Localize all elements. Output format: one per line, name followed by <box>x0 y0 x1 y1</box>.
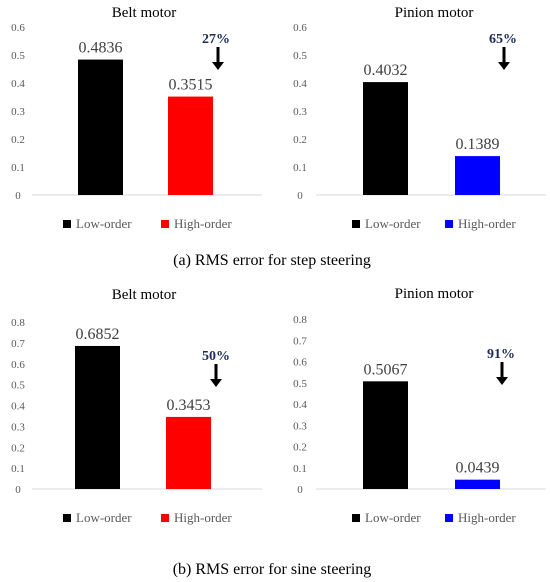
legend-label: Low-order <box>365 216 421 231</box>
legend-label: Low-order <box>76 510 132 525</box>
y-tick-label: 0.5 <box>11 50 25 62</box>
y-tick-label: 0 <box>15 190 21 202</box>
bar-low-order <box>363 381 408 489</box>
y-tick-label: 0.2 <box>11 442 25 454</box>
bar-value-label: 0.0439 <box>456 460 500 477</box>
y-tick-label: 0.4 <box>11 401 25 413</box>
y-tick-label: 0.3 <box>293 106 307 118</box>
y-tick-label: 0.3 <box>11 106 25 118</box>
y-tick-label: 0.6 <box>293 357 307 369</box>
bar-value-label: 0.1389 <box>456 136 500 153</box>
y-tick-label: 0.2 <box>11 134 25 146</box>
reduction-arrow-head <box>498 62 510 70</box>
y-tick-label: 0.2 <box>293 442 307 454</box>
bar-value-label: 0.5067 <box>364 361 408 378</box>
y-tick-label: 0 <box>297 190 303 202</box>
y-tick-label: 0.7 <box>11 338 25 350</box>
bar-value-label: 0.3453 <box>167 397 211 414</box>
reduction-arrow-head <box>496 377 508 385</box>
bar-high-order <box>168 96 213 195</box>
legend-label: High-order <box>458 510 516 525</box>
y-tick-label: 0.1 <box>11 463 25 475</box>
bar-high-order <box>455 156 500 195</box>
bar-high-order <box>455 479 500 489</box>
reduction-label: 50% <box>202 349 230 364</box>
legend-label: Low-order <box>365 510 421 525</box>
y-tick-label: 0.8 <box>293 314 307 326</box>
legend-label: High-order <box>174 510 232 525</box>
legend-swatch <box>63 514 71 522</box>
chart-title: Pinion motor <box>395 286 474 302</box>
bar-value-label: 0.6852 <box>76 326 120 343</box>
y-tick-label: 0 <box>297 484 303 496</box>
y-tick-label: 0.5 <box>293 50 307 62</box>
legend-label: High-order <box>174 216 232 231</box>
bar-low-order <box>363 82 408 195</box>
y-tick-label: 0.5 <box>293 378 307 390</box>
y-tick-label: 0.1 <box>11 162 25 174</box>
bar-value-label: 0.4032 <box>364 62 408 79</box>
bar-low-order <box>78 59 123 196</box>
y-tick-label: 0.6 <box>11 359 25 371</box>
caption-a: (a) RMS error for step steering <box>173 252 371 269</box>
y-tick-label: 0.4 <box>293 399 307 411</box>
legend-swatch <box>445 220 453 228</box>
reduction-arrow-head <box>212 62 224 70</box>
y-tick-label: 0.1 <box>293 463 307 475</box>
y-tick-label: 0.5 <box>11 380 25 392</box>
legend-swatch <box>63 220 71 228</box>
y-tick-label: 0.4 <box>293 78 307 90</box>
y-tick-label: 0.4 <box>11 78 25 90</box>
legend-label: High-order <box>458 216 516 231</box>
y-tick-label: 0.3 <box>11 421 25 433</box>
y-tick-label: 0.1 <box>293 162 307 174</box>
reduction-label: 65% <box>489 32 517 47</box>
reduction-arrow-head <box>210 379 222 387</box>
y-tick-label: 0.6 <box>293 22 307 34</box>
chart-title: Belt motor <box>112 287 177 303</box>
y-tick-label: 0.7 <box>293 335 307 347</box>
bar-low-order <box>75 345 120 489</box>
y-tick-label: 0.6 <box>11 22 25 34</box>
chart-title: Pinion motor <box>395 5 474 21</box>
chart-title: Belt motor <box>112 5 177 21</box>
reduction-label: 27% <box>202 32 230 47</box>
legend-label: Low-order <box>76 216 132 231</box>
bar-high-order <box>166 416 211 489</box>
y-tick-label: 0.8 <box>11 317 25 329</box>
y-tick-label: 0.3 <box>293 420 307 432</box>
caption-b: (b) RMS error for sine steering <box>173 561 372 578</box>
legend-swatch <box>445 514 453 522</box>
legend-swatch <box>352 514 360 522</box>
legend-swatch <box>352 220 360 228</box>
bar-value-label: 0.4836 <box>79 40 123 57</box>
bar-value-label: 0.3515 <box>169 77 213 94</box>
legend-swatch <box>161 514 169 522</box>
reduction-label: 91% <box>487 347 515 362</box>
legend-swatch <box>161 220 169 228</box>
y-tick-label: 0.2 <box>293 134 307 146</box>
y-tick-label: 0 <box>15 484 21 496</box>
